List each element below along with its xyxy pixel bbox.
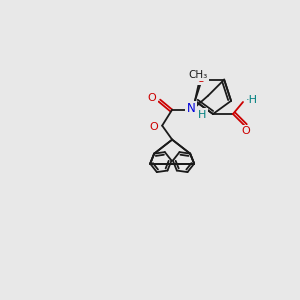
- Text: ·H: ·H: [246, 95, 258, 105]
- Text: O: O: [242, 126, 250, 136]
- Text: O: O: [196, 74, 205, 84]
- Text: H: H: [198, 110, 206, 120]
- Text: CH₃: CH₃: [188, 70, 208, 80]
- Text: N: N: [187, 102, 196, 115]
- Text: O: O: [148, 93, 157, 103]
- Text: O: O: [150, 122, 158, 132]
